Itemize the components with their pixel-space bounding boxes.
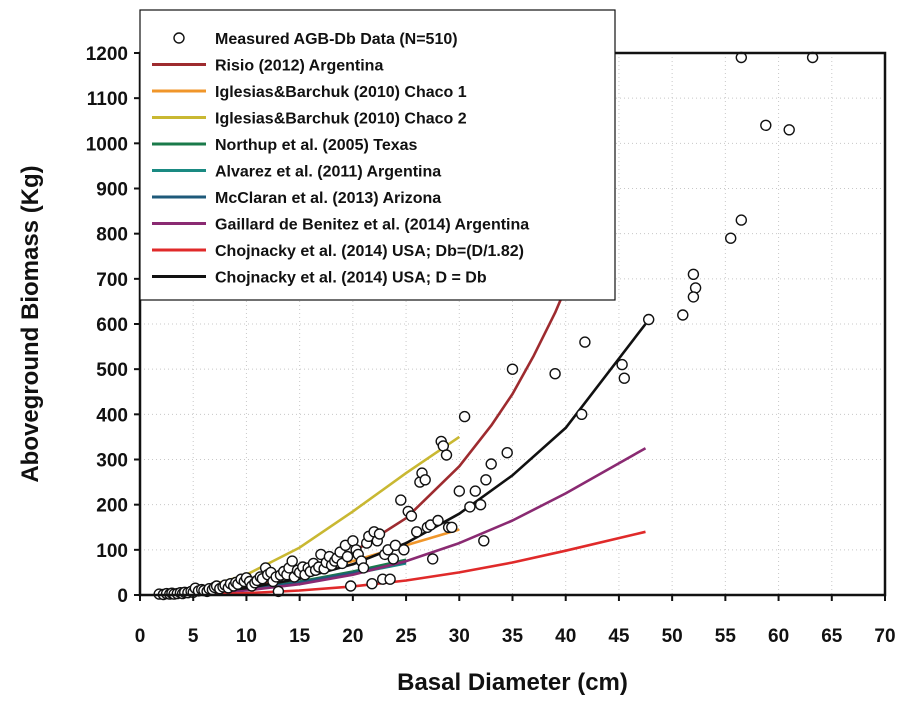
data-point <box>387 553 399 565</box>
data-point <box>687 268 700 280</box>
data-point <box>419 474 431 486</box>
data-point <box>474 499 487 511</box>
y-tick-label: 600 <box>96 315 128 336</box>
y-tick-label: 0 <box>117 586 128 607</box>
data-point <box>384 573 396 585</box>
x-tick-label: 70 <box>874 626 895 647</box>
legend-label-6: McClaran et al. (2013) Arizona <box>215 190 441 207</box>
data-point <box>677 309 689 321</box>
data-point <box>286 555 298 567</box>
points-layer <box>153 51 819 601</box>
data-point <box>506 363 519 375</box>
x-tick-label: 60 <box>768 626 789 647</box>
legend-label-1: Risio (2012) Argentina <box>215 58 383 75</box>
data-point <box>469 485 481 497</box>
data-point <box>341 550 354 563</box>
data-point <box>783 124 795 136</box>
data-point <box>576 408 588 420</box>
x-tick-label: 10 <box>236 626 257 647</box>
data-point <box>366 578 378 590</box>
data-point <box>453 485 465 497</box>
data-point <box>432 514 444 527</box>
x-tick-label: 35 <box>502 626 524 647</box>
y-axis-title: Aboveground Biomass (Kg) <box>17 165 44 482</box>
legend-label-scatter: Measured AGB-Db Data (N=510) <box>215 31 458 48</box>
legend-marker-scatter <box>173 32 185 44</box>
data-point <box>478 535 490 547</box>
data-point <box>345 580 357 592</box>
y-tick-label: 800 <box>96 225 128 246</box>
x-axis-title: Basal Diameter (cm) <box>397 669 628 696</box>
data-point <box>389 539 402 551</box>
data-point <box>398 544 410 556</box>
data-point <box>446 521 458 533</box>
y-tick-label: 100 <box>96 541 128 562</box>
data-point <box>405 510 418 522</box>
data-point <box>485 458 497 470</box>
legend-label-2: Iglesias&Barchuk (2010) Chaco 1 <box>215 84 467 101</box>
y-tick-label: 300 <box>96 451 128 472</box>
y-axis-ticks: 0 100 200 300 400 500 600 700 800 900 1000 1100 1200 <box>86 44 140 607</box>
legend-label-7: Gaillard de Benitez et al. (2014) Argent… <box>215 217 529 234</box>
x-tick-label: 50 <box>662 626 683 647</box>
legend-box <box>139 9 616 301</box>
data-point <box>480 474 492 486</box>
x-tick-label: 45 <box>608 626 630 647</box>
data-point <box>395 494 407 506</box>
series-line-1 <box>161 287 567 596</box>
y-tick-label: 900 <box>96 180 128 201</box>
y-tick-label: 1100 <box>87 89 128 110</box>
x-tick-label: 15 <box>289 626 311 647</box>
series-line-7 <box>161 447 647 597</box>
x-tick-label: 55 <box>715 626 737 647</box>
data-point <box>427 553 439 565</box>
x-tick-label: 40 <box>555 626 576 647</box>
x-tick-label: 65 <box>821 626 843 647</box>
legend-label-3: Iglesias&Barchuk (2010) Chaco 2 <box>215 111 467 128</box>
data-point <box>501 447 513 459</box>
legend: Measured AGB-Db Data (N=510) Risio (2012)… <box>139 9 616 301</box>
legend-label-8: Chojnacky et al. (2014) USA; Db=(D/1.82) <box>215 243 524 260</box>
data-point <box>618 372 630 384</box>
legend-label-5: Alvarez et al. (2011) Argentina <box>215 164 441 181</box>
data-point <box>643 313 655 326</box>
x-tick-label: 5 <box>188 626 199 647</box>
x-tick-label: 0 <box>135 626 146 647</box>
data-point <box>687 291 700 303</box>
data-point <box>549 368 561 380</box>
y-tick-label: 1000 <box>86 134 128 155</box>
y-tick-label: 700 <box>96 270 128 291</box>
legend-label-4: Northup et al. (2005) Texas <box>215 137 418 154</box>
data-point <box>411 526 423 538</box>
y-tick-label: 500 <box>96 360 128 381</box>
y-tick-label: 1200 <box>86 44 128 65</box>
x-tick-label: 25 <box>396 626 418 647</box>
y-tick-label: 400 <box>96 405 128 426</box>
data-point <box>440 449 453 461</box>
data-point <box>458 410 471 423</box>
data-point <box>464 501 476 513</box>
x-tick-label: 30 <box>449 626 470 647</box>
data-point <box>373 528 386 540</box>
data-point <box>760 119 772 132</box>
data-point <box>616 358 628 371</box>
data-point <box>579 336 591 348</box>
data-point <box>725 232 737 244</box>
legend-label-9: Chojnacky et al. (2014) USA; D = Db <box>215 270 487 287</box>
data-point <box>735 214 747 226</box>
y-tick-label: 200 <box>96 496 128 517</box>
x-axis-ticks: 0 5 10 15 20 25 30 35 40 45 50 55 60 65 70 <box>135 595 896 647</box>
x-tick-label: 20 <box>342 626 363 647</box>
data-point <box>357 562 370 574</box>
